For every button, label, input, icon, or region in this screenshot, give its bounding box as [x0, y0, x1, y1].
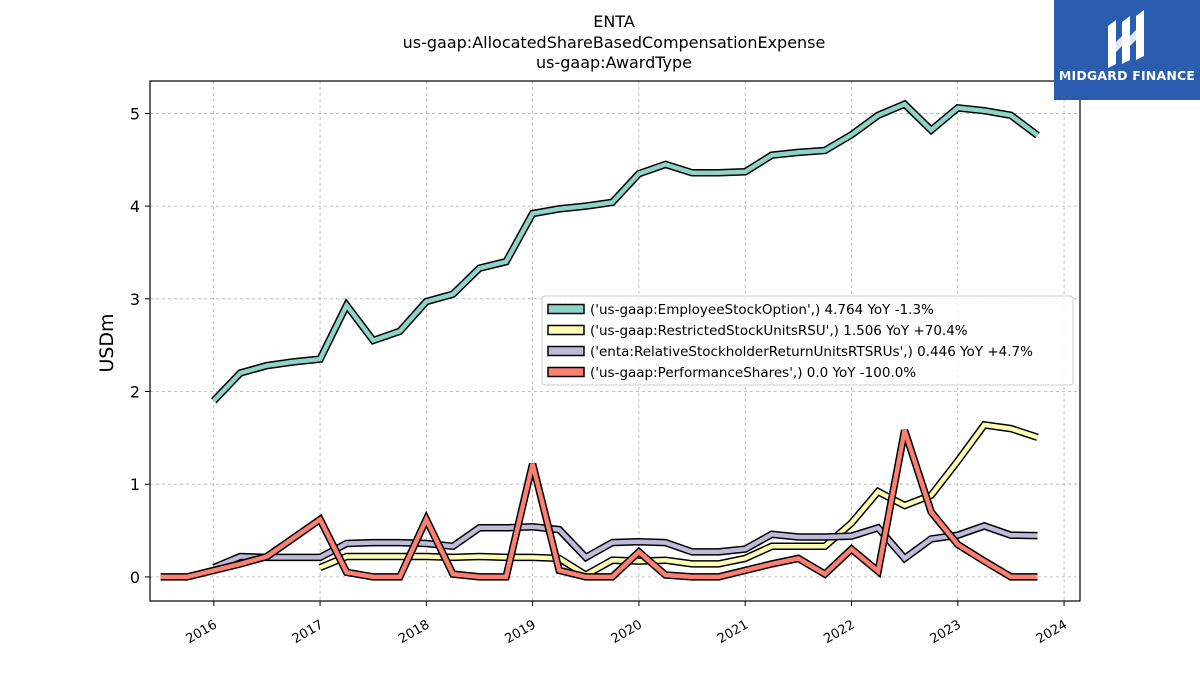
chart-title: ENTA us-gaap:AllocatedShareBasedCompensa…	[403, 12, 826, 72]
x-tick-label: 2018	[396, 617, 432, 647]
x-tick-label: 2020	[609, 617, 645, 647]
legend-swatch-1	[547, 324, 585, 336]
y-tick-label: 3	[130, 290, 140, 309]
series-2	[212, 521, 1038, 572]
x-tick-label: 2019	[502, 617, 538, 647]
series-1-line	[319, 422, 1039, 578]
x-axis: 2016 2017 2018 2019 2020 2021 2022 2023 2024	[184, 601, 1070, 647]
series-2-line	[212, 523, 1038, 570]
legend-swatch-2	[547, 345, 585, 357]
legend-swatch-3	[547, 366, 585, 378]
series-1	[318, 420, 1039, 580]
legend-label-0: ('us-gaap:EmployeeStockOption',) 4.764 Y…	[590, 302, 934, 318]
y-tick-label: 2	[130, 383, 140, 402]
x-tick-label: 2016	[184, 617, 220, 647]
y-tick-label: 5	[130, 104, 140, 123]
y-tick-label: 4	[130, 197, 140, 216]
y-tick-label: 0	[130, 568, 140, 587]
legend-box	[541, 295, 1074, 386]
x-tick-label: 2024	[1034, 617, 1070, 647]
legend: ('us-gaap:EmployeeStockOption',) 4.764 Y…	[541, 295, 1074, 386]
chart-title-line-2: us-gaap:AllocatedShareBasedCompensationE…	[403, 33, 826, 52]
y-axis: 0 1 2 3 4 5	[130, 104, 150, 587]
legend-label-2: ('enta:RelativeStockholderReturnUnitsRTS…	[590, 344, 1033, 360]
series-3	[160, 429, 1038, 581]
logo-text: MIDGARD FINANCE	[1058, 68, 1196, 83]
chart-title-line-1: ENTA	[593, 12, 635, 31]
legend-label-1: ('us-gaap:RestrictedStockUnitsRSU',) 1.5…	[590, 323, 968, 339]
x-tick-label: 2017	[290, 617, 326, 647]
x-tick-label: 2022	[821, 617, 857, 647]
axes-frame	[149, 80, 1081, 602]
series-0-line	[212, 101, 1039, 403]
midgard-finance-logo: MIDGARD FINANCE	[1054, 0, 1200, 100]
x-tick-label: 2021	[715, 617, 751, 647]
legend-swatch-0	[547, 303, 585, 315]
legend-label-3: ('us-gaap:PerformanceShares',) 0.0 YoY -…	[590, 365, 916, 381]
series-lines	[160, 99, 1040, 581]
chart-title-line-3: us-gaap:AwardType	[536, 53, 692, 72]
y-tick-label: 1	[130, 475, 140, 494]
series-0	[211, 99, 1040, 404]
series-3-line	[160, 429, 1038, 580]
y-axis-label: USDm	[96, 313, 118, 372]
x-tick-label: 2023	[928, 617, 964, 647]
logo-mark-icon	[1108, 10, 1144, 68]
